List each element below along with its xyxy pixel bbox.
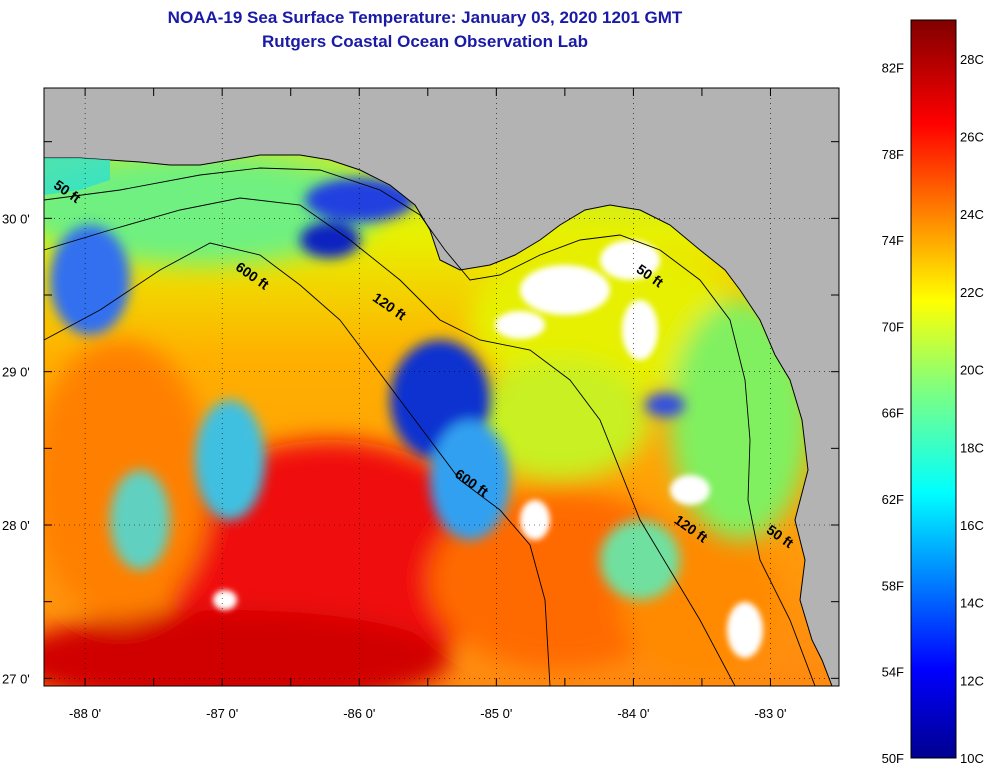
isobath-120ft — [44, 197, 736, 686]
lat-label: 27 0' — [2, 671, 30, 686]
lat-label: 29 0' — [2, 365, 30, 380]
colorbar-celsius-label: 24C — [960, 207, 984, 222]
land-mass — [44, 88, 839, 686]
isobath-50ft — [44, 167, 816, 686]
map-frame — [43, 87, 840, 687]
colorbar-celsius-label: 16C — [960, 518, 984, 533]
lon-label: -85 0' — [480, 706, 512, 721]
cold-water — [50, 178, 685, 600]
isobath-600ft — [44, 242, 551, 686]
isobaths — [44, 167, 816, 686]
lon-label: -84 0' — [617, 706, 649, 721]
colorbar — [910, 19, 957, 759]
axis-ticks — [44, 88, 839, 686]
no-data-areas — [213, 240, 763, 658]
lon-label: -86 0' — [343, 706, 375, 721]
lon-label: -87 0' — [206, 706, 238, 721]
colorbar-fahrenheit-label: 70F — [882, 319, 904, 334]
colorbar-celsius-label: 26C — [960, 130, 984, 145]
colorbar-celsius-label: 12C — [960, 673, 984, 688]
colorbar-celsius-label: 18C — [960, 440, 984, 455]
lat-label: 30 0' — [2, 211, 30, 226]
lon-label: -83 0' — [754, 706, 786, 721]
page-title: NOAA-19 Sea Surface Temperature: January… — [167, 8, 683, 27]
colorbar-fahrenheit-label: 54F — [882, 665, 904, 680]
colorbar-labels: 28C 26C 24C 22C 20C 18C 16C 14C 12C 10C 82F 78F 74F 7… — [882, 52, 984, 766]
colorbar-fahrenheit-label: 58F — [882, 578, 904, 593]
colorbar-fahrenheit-label: 66F — [882, 406, 904, 421]
colorbar-fahrenheit-label: 78F — [882, 147, 904, 162]
coastal-fringe — [44, 158, 110, 195]
colorbar-celsius-label: 28C — [960, 52, 984, 67]
colorbar-celsius-label: 20C — [960, 363, 984, 378]
lat-label: 28 0' — [2, 518, 30, 533]
colorbar-fahrenheit-label: 62F — [882, 492, 904, 507]
colorbar-celsius-label: 14C — [960, 596, 984, 611]
page-subtitle: Rutgers Coastal Ocean Observation Lab — [262, 32, 588, 51]
colorbar-fahrenheit-label: 74F — [882, 233, 904, 248]
colorbar-celsius-label: 10C — [960, 751, 984, 766]
lon-label: -88 0' — [69, 706, 101, 721]
axis-labels: -88 0' -87 0' -86 0' -85 0' -84 0' -83 0' 30 0… — [2, 211, 787, 721]
colorbar-celsius-label: 22C — [960, 285, 984, 300]
colorbar-fahrenheit-label: 50F — [882, 751, 904, 766]
colorbar-fahrenheit-label: 82F — [882, 60, 904, 75]
